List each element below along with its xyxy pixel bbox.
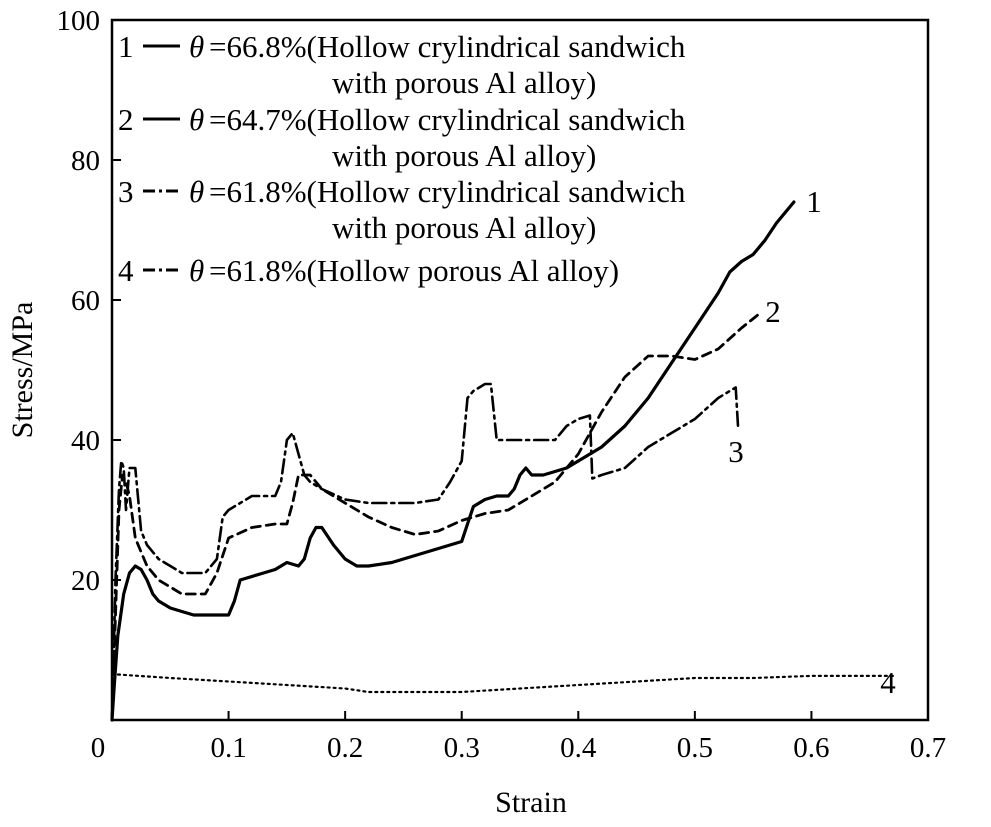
x-tick-label: 0 (91, 732, 106, 764)
x-tick-label: 0.1 (210, 732, 246, 764)
legend-number: 4 (118, 253, 134, 288)
legend-entry-text: =61.8%(Hollow crylindrical sandwich (209, 174, 686, 209)
x-tick-label: 0.5 (677, 732, 713, 764)
legend-theta: θ (189, 29, 204, 64)
legend-entry-text-line2: with porous Al alloy) (332, 138, 596, 173)
legend-entry-text: =64.7%(Hollow crylindrical sandwich (209, 102, 686, 137)
series-end-label: 2 (765, 294, 781, 329)
y-tick-label: 60 (71, 285, 100, 317)
x-tick-label: 0.2 (327, 732, 363, 764)
legend-number: 3 (118, 174, 134, 209)
y-tick-label: 20 (71, 565, 100, 597)
y-tick-label: 40 (71, 425, 100, 457)
x-tick-label: 0.3 (444, 732, 480, 764)
legend-entry-text-line2: with porous Al alloy) (332, 65, 596, 100)
series-end-labels: 1 2 3 4 (728, 184, 896, 700)
plot-frame (110, 18, 930, 722)
legend-theta: θ (189, 102, 204, 137)
x-axis-ticks: 0 0.1 0.2 0.3 0.4 0.5 0.6 0.7 (91, 711, 946, 764)
legend: 1 θ =66.8%(Hollow crylindrical sandwichwit… (118, 29, 686, 288)
series-1-line (110, 200, 796, 722)
legend-theta: θ (189, 253, 204, 288)
legend-entry-text: =66.8%(Hollow crylindrical sandwich (209, 29, 686, 64)
series-4-line (110, 673, 895, 694)
x-tick-label: 0.7 (910, 732, 946, 764)
y-axis-ticks: 20 40 60 80 100 (57, 5, 121, 597)
legend-theta: θ (189, 174, 204, 209)
series-layer (110, 200, 895, 722)
legend-entry-text: =61.8%(Hollow porous Al alloy) (209, 253, 619, 288)
series-end-label: 4 (880, 665, 896, 700)
legend-number: 1 (118, 29, 134, 64)
series-end-label: 3 (728, 434, 744, 469)
x-tick-label: 0.4 (560, 732, 597, 764)
x-axis-title: Strain (495, 786, 567, 819)
series-3-line (110, 382, 740, 722)
legend-number: 2 (118, 102, 134, 137)
legend-entry-text-line2: with porous Al alloy) (332, 210, 596, 245)
y-tick-label: 80 (71, 145, 100, 177)
y-axis-title: Stress/MPa (6, 302, 39, 439)
x-tick-label: 0.6 (793, 732, 829, 764)
series-end-label: 1 (806, 184, 822, 219)
y-tick-label: 100 (57, 5, 101, 37)
